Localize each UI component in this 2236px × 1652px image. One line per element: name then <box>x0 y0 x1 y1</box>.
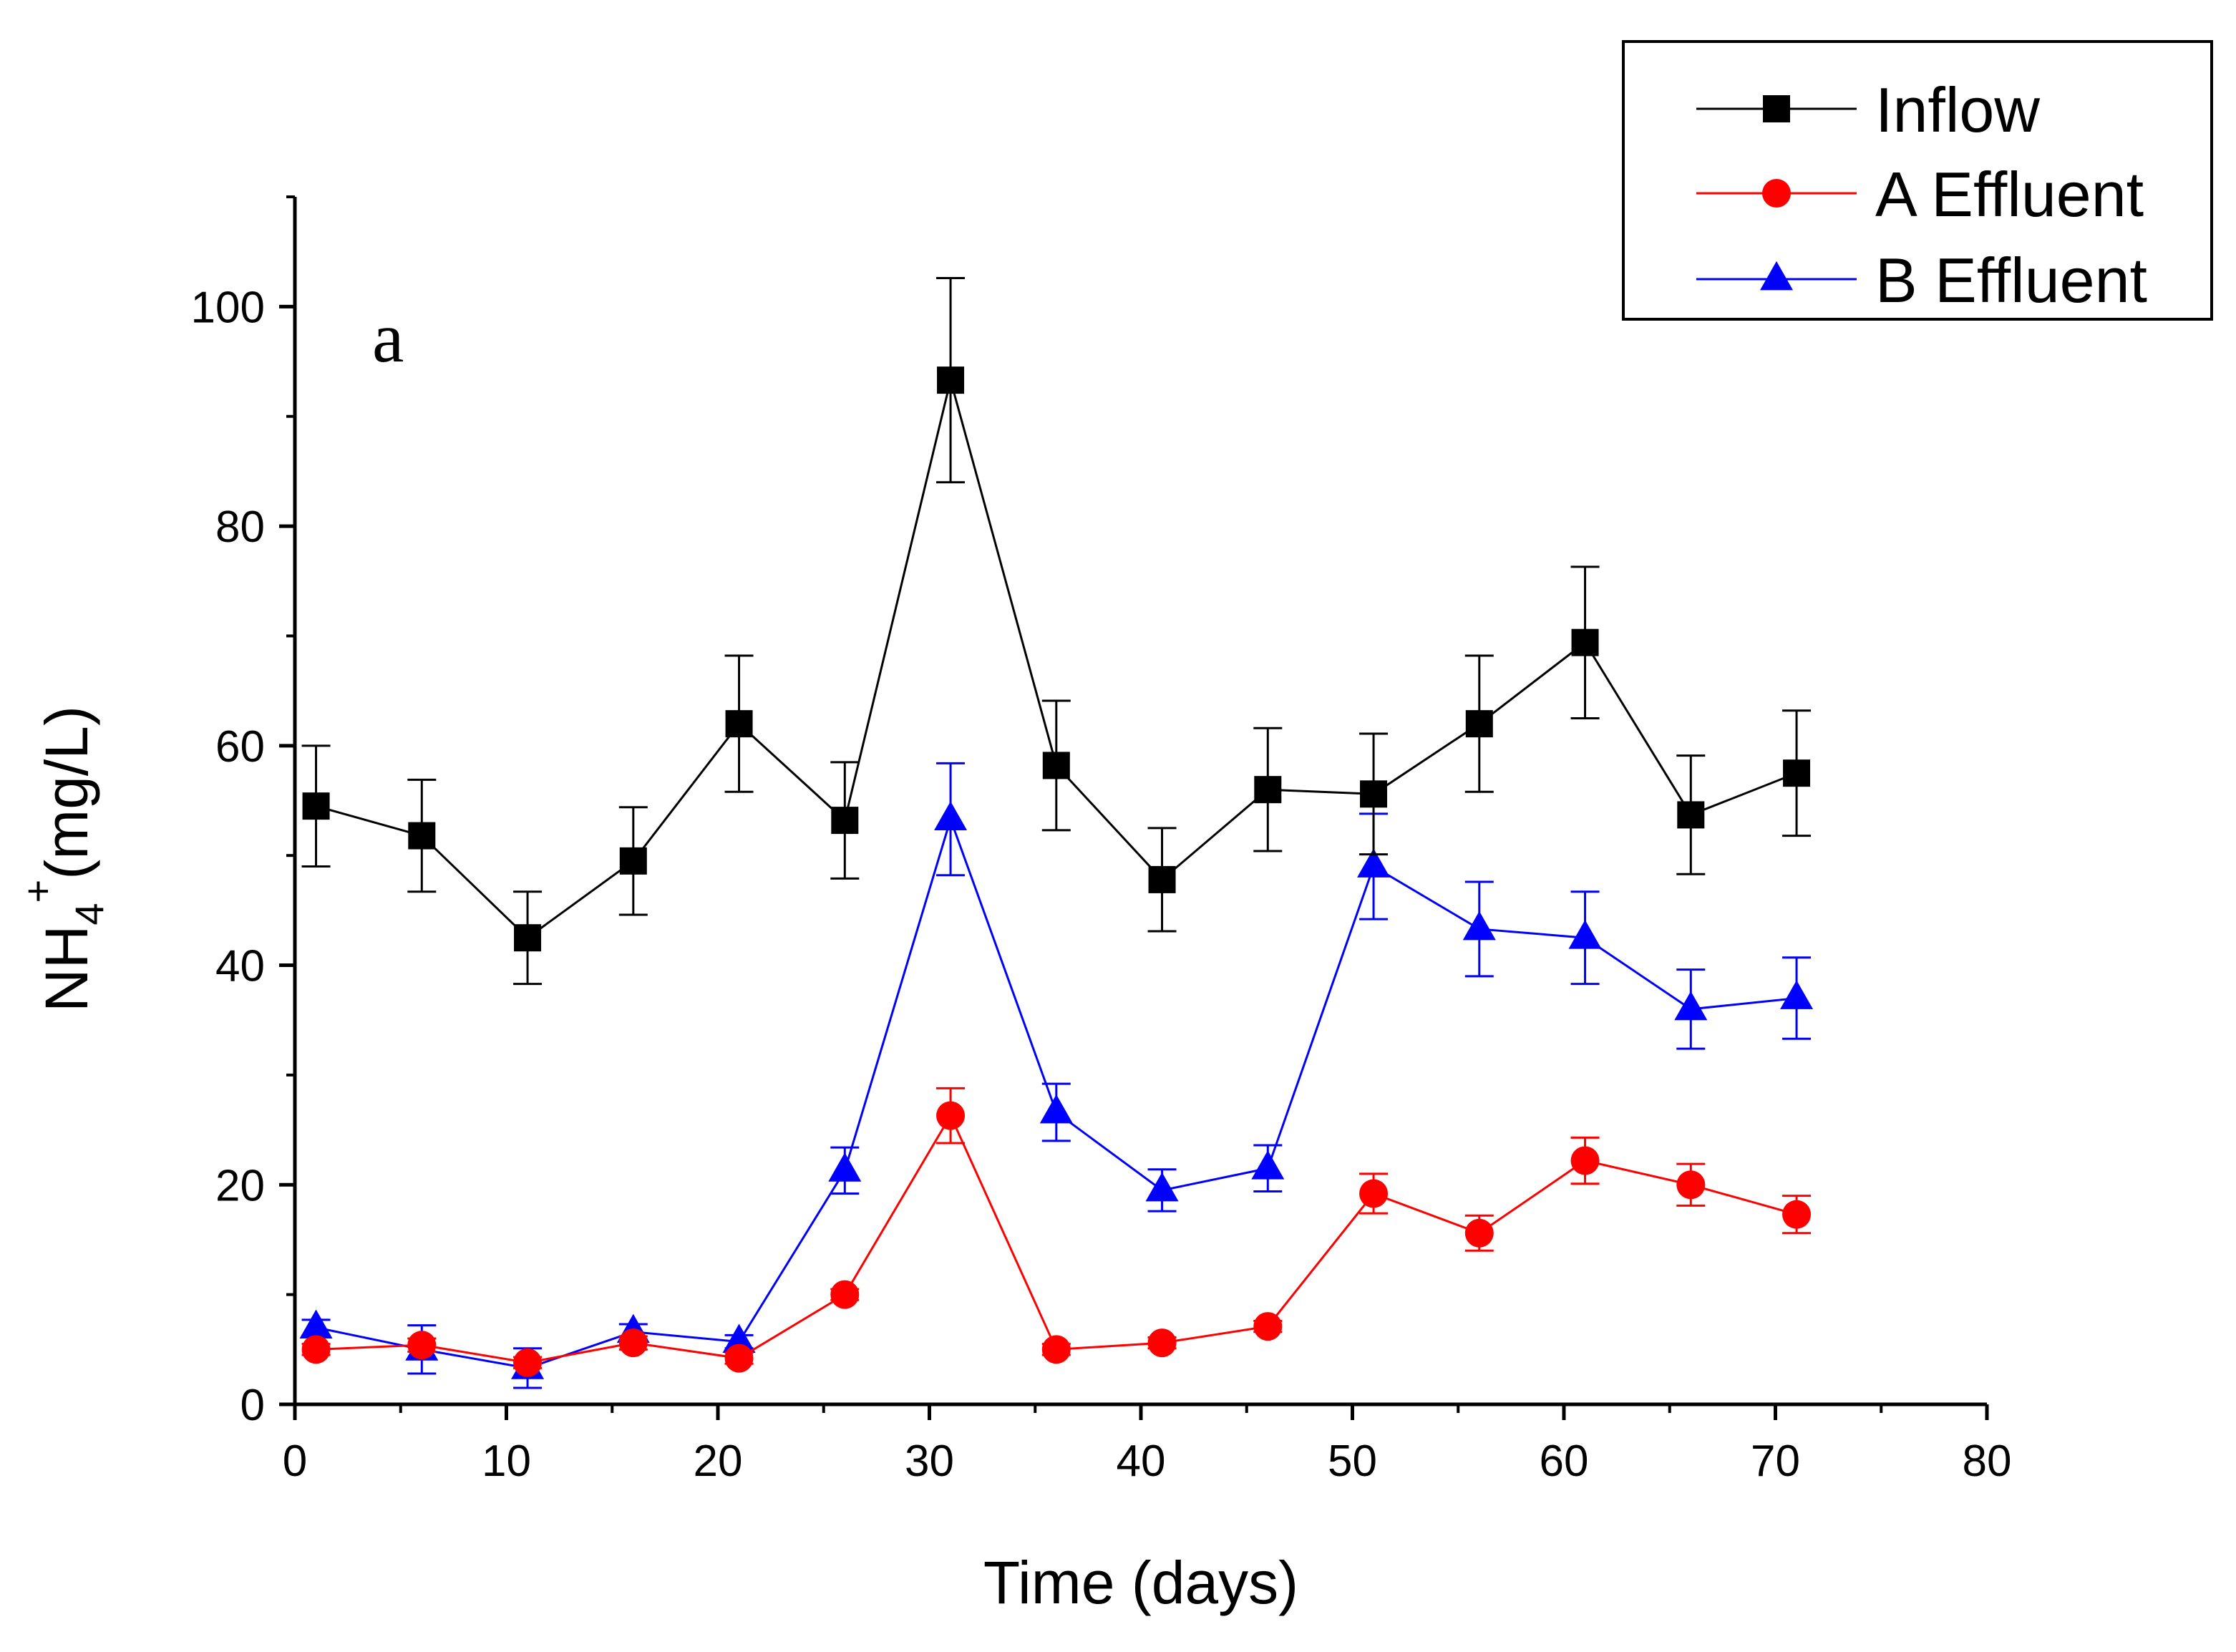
legend-box <box>1622 40 2213 321</box>
data-point-a-effluent-0 <box>301 1335 331 1364</box>
data-point-inflow-3 <box>619 847 647 875</box>
data-point-a-effluent-6 <box>936 1101 966 1130</box>
data-point-a-effluent-2 <box>513 1348 543 1377</box>
data-point-a-effluent-14 <box>1782 1200 1812 1229</box>
x-tick-label-70: 70 <box>1751 1437 1800 1486</box>
y-axis-title-unit: (mg/L) <box>33 706 100 880</box>
legend-marker-a-effluent <box>1762 179 1791 208</box>
data-point-b-effluent-11 <box>1462 910 1496 941</box>
data-point-b-effluent-6 <box>934 801 968 830</box>
data-point-inflow-13 <box>1677 801 1705 829</box>
legend: Inflow A Effluent B Effluent <box>1622 40 2213 321</box>
data-point-inflow-12 <box>1571 628 1599 656</box>
legend-marker-inflow <box>1763 95 1790 122</box>
legend-label-a-effluent: A Effluent <box>1875 159 2144 230</box>
y-tick-label-100: 100 <box>191 283 265 332</box>
data-point-b-effluent-4 <box>722 1323 756 1353</box>
data-point-a-effluent-4 <box>724 1344 754 1373</box>
y-axis-title-superscript: + <box>15 880 60 903</box>
y-axis-title: NH4 +(mg/L) <box>15 706 112 1012</box>
data-point-b-effluent-5 <box>828 1152 862 1182</box>
legend-label-inflow: Inflow <box>1875 74 2040 145</box>
data-point-inflow-10 <box>1360 780 1388 808</box>
legend-label-b-effluent: B Effluent <box>1875 245 2147 316</box>
data-point-a-effluent-10 <box>1359 1179 1389 1208</box>
data-point-a-effluent-3 <box>618 1328 648 1358</box>
legend-items <box>1696 95 1857 291</box>
y-tick-label-20: 20 <box>215 1161 265 1210</box>
x-tick-label-20: 20 <box>694 1437 743 1486</box>
series-layer <box>299 276 1814 1389</box>
x-tick-label-50: 50 <box>1328 1437 1377 1486</box>
data-point-b-effluent-9 <box>1251 1150 1285 1180</box>
data-point-a-effluent-9 <box>1253 1312 1283 1341</box>
data-point-inflow-6 <box>937 366 965 394</box>
data-point-inflow-9 <box>1254 776 1282 804</box>
data-point-b-effluent-0 <box>299 1309 333 1339</box>
series-inflow <box>301 276 1812 986</box>
data-point-b-effluent-12 <box>1568 920 1602 949</box>
data-point-inflow-1 <box>408 822 436 850</box>
x-tick-label-0: 0 <box>283 1437 307 1486</box>
data-point-a-effluent-7 <box>1041 1335 1071 1364</box>
x-axis-title: Time (days) <box>983 1549 1298 1616</box>
y-tick-label-80: 80 <box>215 502 265 552</box>
y-tick-label-0: 0 <box>240 1381 265 1430</box>
data-point-b-effluent-10 <box>1357 848 1391 878</box>
data-point-a-effluent-5 <box>830 1280 860 1309</box>
data-point-inflow-8 <box>1148 865 1176 893</box>
axes: 0 10 20 30 40 50 60 70 80 0 20 40 60 80 100 <box>191 195 2012 1486</box>
data-point-inflow-0 <box>302 792 330 820</box>
y-tick-label-60: 60 <box>215 722 265 772</box>
data-point-inflow-14 <box>1783 759 1811 787</box>
data-point-inflow-2 <box>514 924 542 952</box>
data-point-inflow-5 <box>831 807 859 835</box>
data-point-a-effluent-13 <box>1676 1170 1706 1200</box>
data-point-b-effluent-7 <box>1039 1094 1073 1124</box>
data-point-b-effluent-13 <box>1674 991 1708 1021</box>
x-tick-label-80: 80 <box>1963 1437 2012 1486</box>
x-tick-label-60: 60 <box>1540 1437 1589 1486</box>
y-axis-title-base: NH <box>33 925 100 1012</box>
data-point-inflow-4 <box>725 710 753 738</box>
x-tick-label-10: 10 <box>482 1437 531 1486</box>
x-tick-label-40: 40 <box>1117 1437 1166 1486</box>
y-tick-label-40: 40 <box>215 942 265 991</box>
legend-marker-b-effluent <box>1760 261 1793 291</box>
y-axis-title-subscript: 4 <box>67 903 112 925</box>
data-point-a-effluent-11 <box>1464 1218 1494 1248</box>
data-point-a-effluent-1 <box>407 1331 437 1360</box>
panel-label: a <box>372 298 404 377</box>
data-point-inflow-7 <box>1042 752 1070 779</box>
series-a-effluent <box>301 1087 1812 1377</box>
data-point-b-effluent-8 <box>1145 1172 1179 1202</box>
data-point-a-effluent-8 <box>1147 1328 1177 1358</box>
data-point-a-effluent-12 <box>1570 1146 1600 1175</box>
data-point-b-effluent-14 <box>1780 980 1814 1009</box>
x-tick-label-30: 30 <box>905 1437 954 1486</box>
data-point-inflow-11 <box>1465 710 1493 738</box>
